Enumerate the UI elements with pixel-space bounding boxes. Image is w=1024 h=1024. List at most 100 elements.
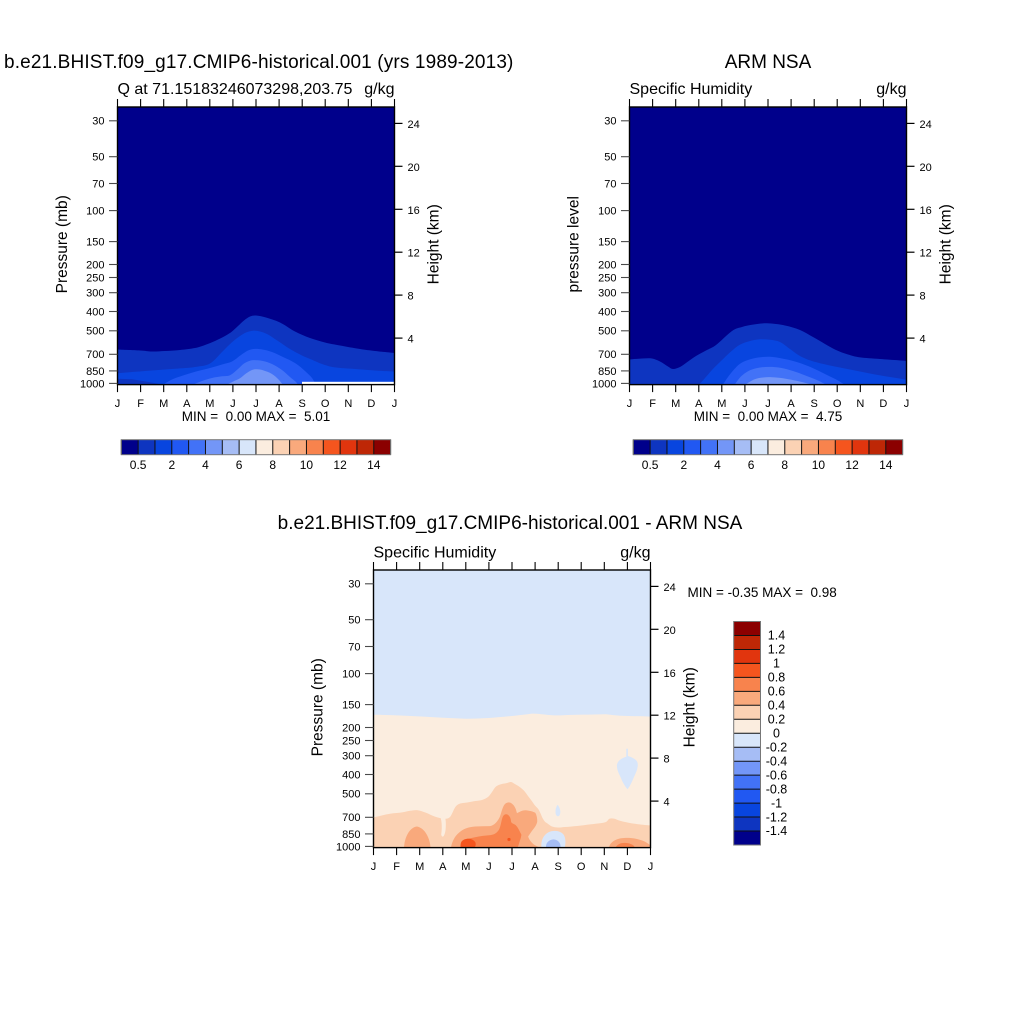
svg-text:0.4: 0.4 xyxy=(768,699,785,713)
svg-text:A: A xyxy=(531,861,539,873)
svg-text:b.e21.BHIST.f09_g17.CMIP6-hist: b.e21.BHIST.f09_g17.CMIP6-historical.001… xyxy=(278,513,743,534)
svg-text:M: M xyxy=(671,398,680,410)
svg-text:8: 8 xyxy=(269,458,276,472)
svg-text:Height (km): Height (km) xyxy=(426,204,443,284)
svg-text:g/kg: g/kg xyxy=(620,545,650,562)
svg-text:J: J xyxy=(253,398,259,410)
svg-text:0.8: 0.8 xyxy=(768,671,785,685)
svg-text:S: S xyxy=(555,861,562,873)
svg-text:0.2: 0.2 xyxy=(768,712,785,726)
svg-text:24: 24 xyxy=(920,119,932,131)
svg-text:70: 70 xyxy=(604,178,616,190)
svg-text:8: 8 xyxy=(408,291,414,303)
svg-text:1: 1 xyxy=(773,657,780,671)
svg-text:O: O xyxy=(833,398,842,410)
svg-text:850: 850 xyxy=(86,366,104,378)
svg-text:0: 0 xyxy=(773,726,780,740)
svg-text:2: 2 xyxy=(168,458,175,472)
svg-text:J: J xyxy=(904,398,910,410)
svg-text:-1: -1 xyxy=(771,796,782,810)
svg-text:N: N xyxy=(856,398,864,410)
svg-text:J: J xyxy=(230,398,236,410)
svg-text:6: 6 xyxy=(748,458,755,472)
svg-text:-1.4: -1.4 xyxy=(766,824,788,838)
svg-text:Q at 71.15183246073298,203.75: Q at 71.15183246073298,203.75 xyxy=(118,81,353,98)
svg-text:700: 700 xyxy=(86,349,104,361)
svg-text:16: 16 xyxy=(920,205,932,217)
svg-text:S: S xyxy=(299,398,306,410)
svg-text:24: 24 xyxy=(664,582,676,594)
svg-text:20: 20 xyxy=(664,625,676,637)
svg-text:250: 250 xyxy=(598,272,616,284)
svg-text:2: 2 xyxy=(680,458,687,472)
svg-text:Height (km): Height (km) xyxy=(682,667,699,747)
svg-text:D: D xyxy=(367,398,375,410)
svg-text:200: 200 xyxy=(598,259,616,271)
svg-text:A: A xyxy=(787,398,795,410)
svg-text:M: M xyxy=(717,398,726,410)
svg-text:-0.4: -0.4 xyxy=(766,754,788,768)
svg-text:30: 30 xyxy=(92,116,104,128)
svg-text:4: 4 xyxy=(920,334,926,346)
svg-text:b.e21.BHIST.f09_g17.CMIP6-hist: b.e21.BHIST.f09_g17.CMIP6-historical.001… xyxy=(4,52,514,73)
svg-text:1000: 1000 xyxy=(336,841,360,853)
svg-text:250: 250 xyxy=(86,272,104,284)
svg-text:Pressure (mb): Pressure (mb) xyxy=(54,195,71,293)
svg-text:16: 16 xyxy=(664,668,676,680)
svg-text:J: J xyxy=(648,861,654,873)
svg-text:A: A xyxy=(275,398,283,410)
svg-text:500: 500 xyxy=(342,789,360,801)
svg-text:6: 6 xyxy=(236,458,243,472)
svg-text:50: 50 xyxy=(348,615,360,627)
svg-text:30: 30 xyxy=(604,116,616,128)
svg-text:12: 12 xyxy=(408,248,420,260)
svg-text:O: O xyxy=(321,398,330,410)
svg-text:0.5: 0.5 xyxy=(130,458,147,472)
svg-text:Specific Humidity: Specific Humidity xyxy=(630,81,753,98)
svg-text:ARM NSA: ARM NSA xyxy=(725,52,812,73)
svg-text:700: 700 xyxy=(342,812,360,824)
svg-text:150: 150 xyxy=(86,237,104,249)
svg-text:0.5: 0.5 xyxy=(642,458,659,472)
svg-text:J: J xyxy=(486,861,492,873)
svg-text:0.6: 0.6 xyxy=(768,685,785,699)
svg-text:8: 8 xyxy=(920,291,926,303)
svg-text:F: F xyxy=(137,398,144,410)
svg-text:850: 850 xyxy=(342,829,360,841)
svg-text:J: J xyxy=(509,861,515,873)
svg-text:N: N xyxy=(344,398,352,410)
svg-text:12: 12 xyxy=(333,458,347,472)
svg-text:F: F xyxy=(393,861,400,873)
svg-text:A: A xyxy=(695,398,703,410)
svg-text:8: 8 xyxy=(664,754,670,766)
svg-text:70: 70 xyxy=(348,641,360,653)
svg-text:4: 4 xyxy=(202,458,209,472)
svg-text:10: 10 xyxy=(300,458,314,472)
svg-text:J: J xyxy=(392,398,398,410)
svg-text:4: 4 xyxy=(408,334,414,346)
svg-text:14: 14 xyxy=(367,458,381,472)
svg-text:D: D xyxy=(879,398,887,410)
svg-text:100: 100 xyxy=(342,669,360,681)
svg-text:70: 70 xyxy=(92,178,104,190)
svg-text:4: 4 xyxy=(664,797,670,809)
svg-text:4: 4 xyxy=(714,458,721,472)
svg-text:300: 300 xyxy=(342,751,360,763)
svg-text:12: 12 xyxy=(664,711,676,723)
svg-text:pressure level: pressure level xyxy=(565,196,582,292)
svg-text:MIN = -0.35 MAX = 0.98: MIN = -0.35 MAX = 0.98 xyxy=(688,585,837,600)
svg-text:g/kg: g/kg xyxy=(876,81,906,98)
svg-text:500: 500 xyxy=(86,326,104,338)
svg-text:-0.2: -0.2 xyxy=(766,740,788,754)
svg-text:50: 50 xyxy=(604,152,616,164)
svg-text:20: 20 xyxy=(920,162,932,174)
svg-text:20: 20 xyxy=(408,162,420,174)
svg-text:MIN = 0.00 MAX = 5.01: MIN = 0.00 MAX = 5.01 xyxy=(182,409,331,424)
svg-text:M: M xyxy=(415,861,424,873)
svg-text:150: 150 xyxy=(598,237,616,249)
svg-text:200: 200 xyxy=(342,722,360,734)
svg-text:J: J xyxy=(115,398,121,410)
svg-text:A: A xyxy=(439,861,447,873)
svg-text:J: J xyxy=(627,398,633,410)
svg-text:-1.2: -1.2 xyxy=(766,810,788,824)
